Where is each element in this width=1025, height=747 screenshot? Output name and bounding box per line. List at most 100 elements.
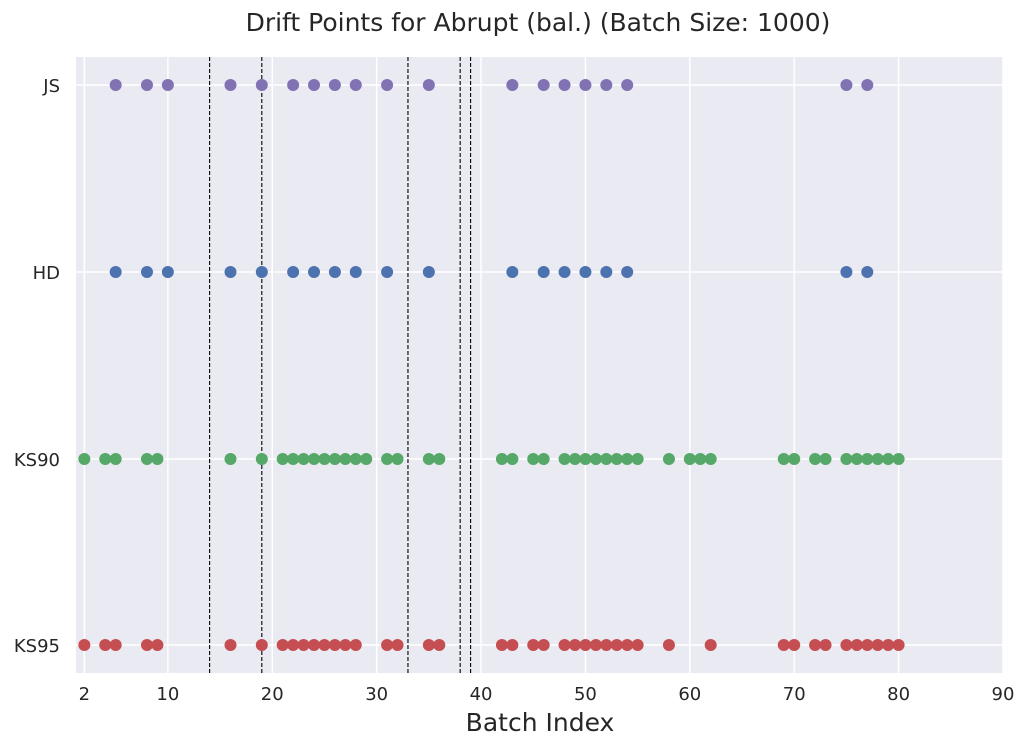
data-point-ks90	[360, 453, 373, 465]
data-point-ks90	[850, 453, 863, 465]
data-point-ks95	[892, 639, 905, 651]
data-point-js	[861, 79, 874, 91]
data-point-ks95	[662, 639, 675, 651]
data-point-js	[308, 79, 321, 91]
data-point-ks95	[99, 639, 112, 651]
data-point-ks95	[861, 639, 874, 651]
data-point-ks90	[600, 453, 613, 465]
data-point-ks90	[568, 453, 581, 465]
data-point-ks90	[861, 453, 874, 465]
data-point-hd	[600, 266, 613, 278]
data-point-ks90	[882, 453, 895, 465]
data-point-ks90	[381, 453, 394, 465]
data-point-hd	[255, 266, 268, 278]
data-point-hd	[621, 266, 634, 278]
data-point-ks95	[433, 639, 446, 651]
data-point-ks90	[819, 453, 832, 465]
data-point-ks90	[871, 453, 884, 465]
x-tick-label: 30	[365, 684, 388, 705]
data-point-ks95	[339, 639, 352, 651]
data-point-ks95	[287, 639, 300, 651]
data-point-ks95	[109, 639, 122, 651]
data-point-js	[579, 79, 592, 91]
data-point-ks90	[318, 453, 331, 465]
data-point-ks90	[631, 453, 644, 465]
data-point-ks90	[276, 453, 289, 465]
drift-lines	[209, 57, 472, 673]
data-point-ks90	[339, 453, 352, 465]
data-point-ks90	[589, 453, 602, 465]
y-tick-label: JS	[42, 76, 60, 97]
data-point-ks95	[381, 639, 394, 651]
data-point-ks95	[610, 639, 623, 651]
data-point-ks90	[809, 453, 822, 465]
x-tick-label: 40	[470, 684, 493, 705]
data-point-ks95	[527, 639, 540, 651]
data-point-hd	[840, 266, 853, 278]
x-tick-label: 20	[261, 684, 284, 705]
data-point-ks90	[433, 453, 446, 465]
x-tick-label: 60	[678, 684, 701, 705]
data-point-ks95	[151, 639, 164, 651]
data-point-hd	[422, 266, 435, 278]
data-point-js	[537, 79, 550, 91]
data-point-hd	[109, 266, 122, 278]
data-point-ks90	[558, 453, 571, 465]
data-point-ks95	[568, 639, 581, 651]
data-point-hd	[349, 266, 362, 278]
data-point-ks90	[109, 453, 122, 465]
data-point-ks95	[422, 639, 435, 651]
data-point-js	[558, 79, 571, 91]
data-point-ks90	[610, 453, 623, 465]
data-point-ks90	[579, 453, 592, 465]
data-point-ks95	[704, 639, 717, 651]
data-point-ks95	[506, 639, 519, 651]
data-point-ks90	[537, 453, 550, 465]
data-point-ks95	[140, 639, 153, 651]
data-point-ks90	[328, 453, 341, 465]
data-point-js	[840, 79, 853, 91]
data-point-hd	[579, 266, 592, 278]
data-point-hd	[506, 266, 519, 278]
data-point-js	[506, 79, 519, 91]
data-point-ks95	[558, 639, 571, 651]
data-point-ks90	[683, 453, 696, 465]
y-tick-label: KS90	[14, 450, 60, 471]
data-point-ks95	[840, 639, 853, 651]
x-tick-label: 50	[574, 684, 597, 705]
plot-background	[76, 57, 1003, 673]
data-point-ks95	[589, 639, 602, 651]
data-point-js	[224, 79, 237, 91]
data-point-ks95	[882, 639, 895, 651]
data-point-hd	[328, 266, 341, 278]
data-point-hd	[537, 266, 550, 278]
data-point-js	[621, 79, 634, 91]
data-point-js	[328, 79, 341, 91]
data-point-ks90	[662, 453, 675, 465]
data-point-hd	[861, 266, 874, 278]
data-point-js	[422, 79, 435, 91]
data-point-ks95	[871, 639, 884, 651]
data-point-ks95	[631, 639, 644, 651]
y-tick-label: HD	[33, 263, 60, 284]
data-point-js	[381, 79, 394, 91]
data-point-ks90	[349, 453, 362, 465]
data-point-ks95	[600, 639, 613, 651]
data-point-ks90	[99, 453, 112, 465]
data-point-ks90	[255, 453, 268, 465]
data-point-ks95	[328, 639, 341, 651]
data-point-ks95	[78, 639, 91, 651]
x-tick-labels: 2 10 20 30 40 50 60 70 80 90	[79, 684, 1015, 705]
data-point-ks90	[391, 453, 404, 465]
data-point-js	[109, 79, 122, 91]
data-point-ks95	[391, 639, 404, 651]
x-axis-label: Batch Index	[466, 708, 615, 737]
data-point-ks95	[537, 639, 550, 651]
data-point-ks90	[840, 453, 853, 465]
x-tick-label: 2	[79, 684, 90, 705]
data-point-js	[161, 79, 174, 91]
data-point-ks90	[495, 453, 508, 465]
data-point-js	[140, 79, 153, 91]
data-point-ks90	[621, 453, 634, 465]
